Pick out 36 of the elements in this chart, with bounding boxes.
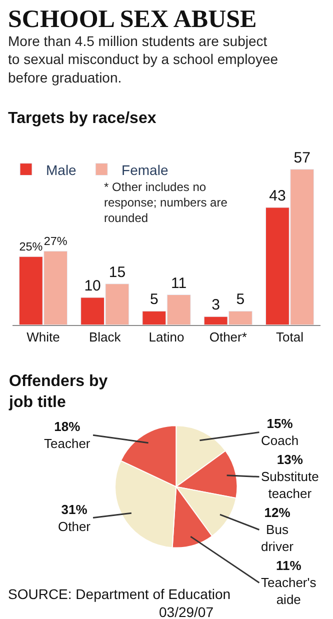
x-tick-label: Latino	[148, 329, 184, 344]
slice-label: Other	[58, 518, 92, 534]
data-label: 5	[150, 291, 158, 308]
x-tick-label: Other*	[209, 329, 247, 344]
slice-label: Bus driver	[261, 522, 294, 554]
data-label: 11%	[276, 558, 302, 573]
data-label: 43	[269, 187, 286, 204]
data-label: 15	[108, 264, 126, 281]
x-tick-label: White	[26, 329, 60, 344]
source-note: SOURCE: Department of Education	[8, 586, 231, 602]
chart-subtitle: More than 4.5 million students are subject to sexual misconduct by a school employee before graduation.	[8, 33, 278, 86]
data-label: 3	[212, 296, 220, 314]
data-label: 13%	[276, 452, 304, 467]
text: Targets by race/sex	[8, 110, 156, 127]
slice-label: Teacher	[44, 436, 91, 451]
data-label: 18%	[54, 419, 81, 434]
slice-label: Coach	[261, 432, 299, 448]
annotation: * Other includes no response; numbers are rounded	[104, 180, 228, 226]
data-label: 5	[236, 291, 245, 308]
legend-label: Female	[122, 162, 168, 178]
data-label: 15%	[266, 416, 294, 431]
data-label: 25%	[19, 240, 43, 254]
x-tick-label: Black	[88, 329, 122, 344]
data-label: 27%	[44, 235, 68, 248]
data-label: 12%	[264, 505, 291, 520]
chart-title: SCHOOL SEX ABUSE	[8, 6, 257, 33]
x-tick-label: Total	[276, 329, 304, 344]
legend-label: Male	[46, 162, 77, 178]
text: 03/29/07	[159, 604, 214, 619]
data-label: 31%	[61, 502, 88, 517]
slice-label: Teacher's aide	[261, 574, 317, 607]
data-label: 57	[294, 149, 310, 166]
data-label: 11	[171, 274, 187, 292]
data-label: 10	[84, 278, 101, 294]
chart-title: Offenders by job title	[8, 373, 108, 411]
slice-label: Substitute teacher	[261, 468, 319, 501]
